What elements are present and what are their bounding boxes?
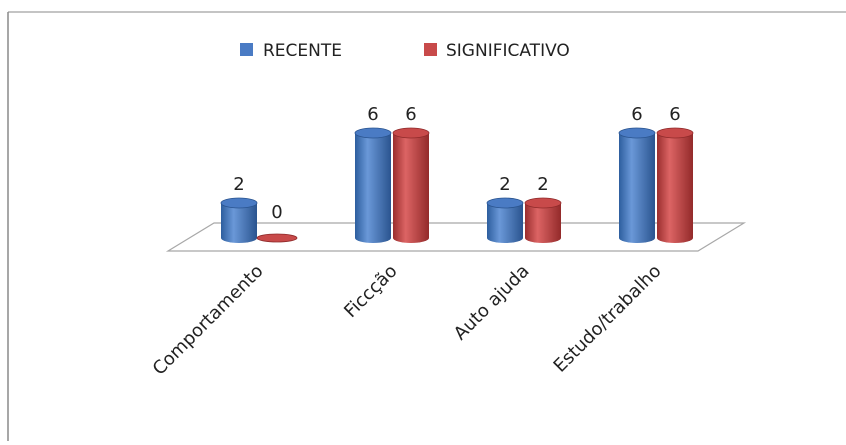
- bar-auto-ajuda-recente-top: [486, 197, 524, 209]
- data-labels-layer: 2 0 6 6 2 2 6 6: [233, 104, 680, 223]
- bar-comportamento-significativo: [256, 233, 298, 243]
- data-label-estudo-trabalho-recente: 6: [631, 104, 642, 125]
- data-label-ficccao-significativo: 6: [405, 104, 416, 125]
- category-label-estudo-trabalho: Estudo/trabalho: [550, 261, 666, 377]
- bar-comportamento-recente-top: [220, 197, 258, 209]
- bar-ficccao-significativo-top: [392, 127, 430, 139]
- data-label-auto-ajuda-recente: 2: [499, 174, 510, 195]
- category-label-comportamento: Comportamento: [149, 261, 268, 380]
- data-label-auto-ajuda-significativo: 2: [537, 174, 548, 195]
- bar-comportamento-recente: [221, 203, 257, 243]
- chart-floor: [165, 222, 747, 252]
- bar-ficccao-recente-top: [354, 127, 392, 139]
- legend-label-significativo: SIGNIFICATIVO: [446, 41, 570, 61]
- bars-layer: [220, 127, 694, 243]
- legend-label-recente: RECENTE: [263, 41, 342, 61]
- category-label-ficccao: Ficcção: [340, 261, 401, 322]
- legend-swatch-recente: [240, 43, 253, 56]
- legend-swatch-significativo: [424, 43, 437, 56]
- bar-estudo-trabalho-significativo: [657, 133, 693, 243]
- bar-auto-ajuda-recente: [487, 203, 523, 243]
- data-label-estudo-trabalho-significativo: 6: [669, 104, 680, 125]
- category-labels-layer: Comportamento Ficcção Auto ajuda Estudo/tra…: [149, 261, 666, 380]
- legend: RECENTE SIGNIFICATIVO: [240, 41, 570, 61]
- bar-ficccao-significativo: [393, 133, 429, 243]
- bar-ficccao-recente: [355, 133, 391, 243]
- bar-estudo-trabalho-recente-top: [618, 127, 656, 139]
- bar-estudo-trabalho-recente: [619, 133, 655, 243]
- bar-estudo-trabalho-significativo-top: [656, 127, 694, 139]
- data-label-comportamento-recente: 2: [233, 174, 244, 195]
- data-label-ficccao-recente: 6: [367, 104, 378, 125]
- category-label-auto-ajuda: Auto ajuda: [450, 261, 534, 345]
- data-label-comportamento-significativo: 0: [271, 202, 282, 223]
- bar-auto-ajuda-significativo: [525, 203, 561, 243]
- bar-auto-ajuda-significativo-top: [524, 197, 562, 209]
